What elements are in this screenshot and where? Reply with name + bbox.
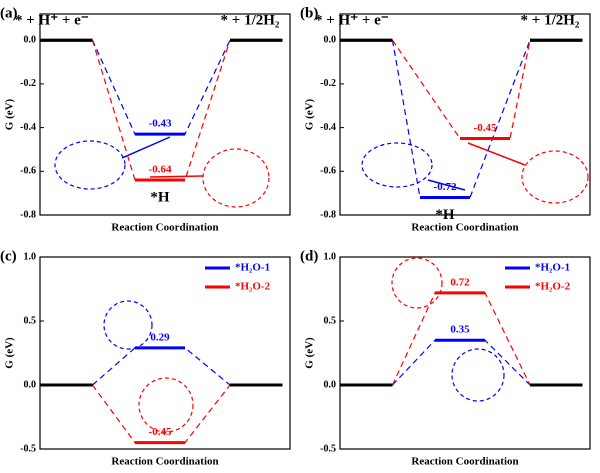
plot-frame bbox=[39, 13, 291, 216]
category-label: * + 1/2H₂ bbox=[221, 12, 280, 28]
y-tick-label: 1.0 bbox=[324, 251, 337, 262]
y-tick-label: 0.0 bbox=[24, 35, 37, 46]
insets bbox=[54, 136, 589, 433]
inset-outline bbox=[202, 148, 270, 208]
plot-frame bbox=[339, 13, 591, 216]
legend-label: *H₂O-1 bbox=[535, 262, 570, 274]
legend-label: *H₂O-2 bbox=[535, 281, 571, 293]
y-tick-label: -0.5 bbox=[20, 443, 36, 454]
value-label: -0.45 bbox=[149, 426, 172, 438]
inset-outline bbox=[103, 300, 153, 350]
y-tick-label: 0.0 bbox=[324, 35, 337, 46]
panel-label: (c) bbox=[0, 248, 17, 264]
inset-outline bbox=[521, 150, 589, 204]
value-label: 0.35 bbox=[450, 324, 470, 336]
inset-outline bbox=[361, 142, 433, 188]
connector bbox=[392, 39, 531, 140]
connector bbox=[392, 339, 531, 386]
arrow bbox=[467, 142, 526, 166]
y-tick-label: 1.0 bbox=[24, 251, 37, 262]
y-axis-label: G (eV) bbox=[304, 337, 316, 369]
plot-frame bbox=[339, 256, 591, 450]
legend-label: *H₂O-1 bbox=[235, 262, 270, 274]
x-axis-label: Reaction Coordination bbox=[411, 222, 518, 234]
inset-outline bbox=[451, 348, 505, 402]
category-label: * + H⁺ + e⁻ bbox=[15, 12, 89, 28]
connector bbox=[391, 292, 531, 386]
y-axis-label: G (eV) bbox=[4, 98, 16, 130]
y-tick-label: -0.8 bbox=[320, 209, 336, 220]
y-tick-label: 0.0 bbox=[24, 379, 37, 390]
inset-outline bbox=[391, 257, 443, 309]
y-tick-label: -0.8 bbox=[20, 209, 36, 220]
x-axis-label: Reaction Coordination bbox=[111, 456, 218, 468]
connector bbox=[391, 40, 531, 199]
connector bbox=[91, 39, 231, 135]
y-tick-label: -0.6 bbox=[20, 166, 36, 177]
inset-outline bbox=[138, 377, 194, 433]
value-label: -0.43 bbox=[149, 118, 172, 130]
y-tick-label: -0.2 bbox=[20, 78, 36, 89]
y-tick-label: -0.5 bbox=[320, 443, 336, 454]
y-tick-label: 0.5 bbox=[24, 315, 37, 326]
arrow bbox=[121, 136, 171, 159]
value-label: -0.64 bbox=[149, 164, 172, 176]
y-tick-label: -0.6 bbox=[320, 166, 336, 177]
y-axis-label: G (eV) bbox=[4, 337, 16, 369]
category-label: * + H⁺ + e⁻ bbox=[315, 12, 389, 28]
y-tick-label: 0.0 bbox=[324, 379, 337, 390]
plot-frame bbox=[39, 256, 291, 450]
legend-label: *H₂O-2 bbox=[235, 281, 271, 293]
y-tick-label: -0.4 bbox=[320, 122, 336, 133]
category-label: * + 1/2H₂ bbox=[521, 12, 580, 28]
x-axis-label: Reaction Coordination bbox=[411, 456, 518, 468]
value-label: 0.29 bbox=[150, 331, 170, 343]
y-tick-label: 0.5 bbox=[324, 315, 337, 326]
connector bbox=[92, 384, 231, 444]
arrow bbox=[427, 179, 466, 191]
inset-outline bbox=[54, 140, 126, 190]
panel-label: (b) bbox=[300, 5, 318, 21]
value-label: -0.72 bbox=[434, 181, 457, 193]
y-tick-label: -0.4 bbox=[20, 122, 36, 133]
y-axis-label: G (eV) bbox=[304, 98, 316, 130]
x-axis-label: Reaction Coordination bbox=[111, 222, 218, 234]
value-label: -0.45 bbox=[474, 122, 497, 134]
connector bbox=[92, 347, 231, 386]
y-tick-label: -0.2 bbox=[320, 78, 336, 89]
connector bbox=[91, 40, 231, 181]
arrow bbox=[149, 175, 204, 178]
panel-label: (d) bbox=[300, 248, 318, 264]
panel-label: (a) bbox=[0, 5, 18, 21]
value-label: 0.72 bbox=[450, 276, 470, 288]
category-label: *H bbox=[150, 189, 170, 205]
